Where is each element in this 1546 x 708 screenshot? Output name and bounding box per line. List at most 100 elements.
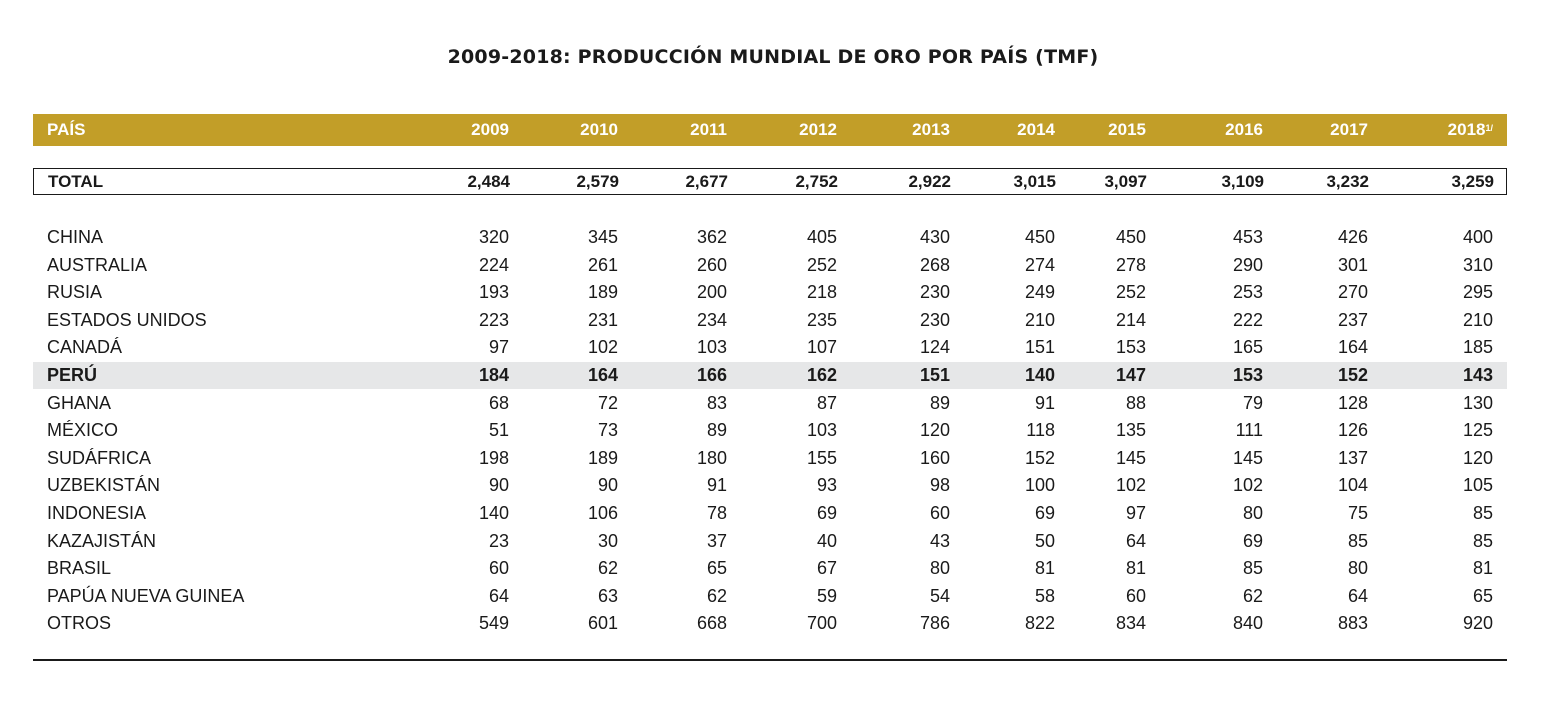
value-cell: 51 — [488, 420, 509, 441]
value-cell: 97 — [488, 337, 509, 358]
country-name: INDONESIA — [47, 503, 147, 523]
bottom-rule — [33, 659, 1507, 661]
table-row: OTROS 549 601 668 700 786 822 834 840 883 920 — [33, 610, 1507, 637]
value-cell: 30 — [597, 530, 618, 551]
value-cell: 81 — [1472, 558, 1493, 579]
value-cell: 668 — [696, 613, 727, 634]
total-value: 2,579 — [576, 172, 619, 191]
value-cell: 155 — [806, 447, 837, 468]
value-cell: 210 — [1462, 309, 1493, 330]
table-row: CANADÁ 97 102 103 107 124 151 153 165 164 185 — [33, 334, 1507, 361]
value-cell: 72 — [597, 392, 618, 413]
value-cell: 834 — [1115, 613, 1146, 634]
value-cell: 278 — [1115, 254, 1146, 275]
value-cell: 786 — [919, 613, 950, 634]
table-row: SUDÁFRICA 198 189 180 155 160 152 145 145 137 120 — [33, 445, 1507, 472]
value-cell: 83 — [706, 392, 727, 413]
table-row: ESTADOS UNIDOS 223 231 234 235 230 210 214 222 23… — [33, 307, 1507, 334]
value-cell: 68 — [488, 392, 509, 413]
value-cell: 75 — [1347, 503, 1368, 523]
value-cell: 23 — [488, 530, 509, 551]
value-cell: 40 — [816, 530, 837, 551]
country-name: ESTADOS UNIDOS — [47, 309, 207, 330]
country-name: AUSTRALIA — [47, 254, 148, 275]
total-value: 3,109 — [1221, 172, 1264, 191]
table-row: INDONESIA 140 106 78 69 60 69 97 80 75 85 — [33, 500, 1507, 527]
value-cell: 37 — [706, 530, 727, 551]
table-row: BRASIL 60 62 65 67 80 81 81 85 80 81 — [33, 555, 1507, 582]
value-cell: 78 — [706, 503, 727, 523]
value-cell: 50 — [1034, 530, 1055, 551]
table-row: PAPÚA NUEVA GUINEA 64 63 62 59 54 58 60 62 64 65 — [33, 583, 1507, 610]
value-cell: 62 — [706, 585, 727, 606]
value-cell: 91 — [1034, 392, 1055, 413]
table-header: PAÍS 2009 2010 2011 2012 2013 2014 2015 … — [33, 114, 1507, 146]
value-cell: 362 — [696, 227, 727, 247]
value-cell: 450 — [1115, 227, 1146, 247]
total-value: 3,097 — [1104, 172, 1147, 191]
header-year: 2009 — [471, 120, 509, 139]
value-cell: 224 — [478, 254, 509, 275]
value-cell: 106 — [587, 503, 618, 523]
total-row: TOTAL 2,484 2,579 2,677 2,752 2,922 3,01… — [33, 168, 1507, 195]
value-cell: 223 — [478, 309, 509, 330]
value-cell: 90 — [488, 475, 509, 496]
value-cell: 184 — [478, 365, 509, 385]
value-cell: 91 — [706, 475, 727, 496]
country-name: OTROS — [47, 613, 112, 634]
value-cell: 102 — [1115, 475, 1146, 496]
total-value: 2,677 — [685, 172, 728, 191]
value-cell: 80 — [1347, 558, 1368, 579]
value-cell: 198 — [478, 447, 509, 468]
value-cell: 920 — [1462, 613, 1493, 634]
value-cell: 230 — [919, 309, 950, 330]
value-cell: 840 — [1232, 613, 1263, 634]
value-cell: 189 — [587, 282, 618, 303]
value-cell: 166 — [696, 365, 727, 385]
value-cell: 69 — [816, 503, 837, 523]
header-year: 2014 — [1017, 120, 1055, 139]
value-cell: 164 — [1337, 337, 1368, 358]
value-cell: 145 — [1232, 447, 1263, 468]
value-cell: 295 — [1462, 282, 1493, 303]
value-cell: 85 — [1472, 530, 1493, 551]
value-cell: 64 — [1125, 530, 1146, 551]
country-name: PAPÚA NUEVA GUINEA — [47, 585, 245, 606]
table-row: KAZAJISTÁN 23 30 37 40 43 50 64 69 85 85 — [33, 528, 1507, 555]
value-cell: 69 — [1034, 503, 1055, 523]
country-name: MÉXICO — [47, 420, 119, 441]
value-cell: 301 — [1337, 254, 1368, 275]
country-name: CANADÁ — [47, 337, 123, 358]
header-year: 2011 — [690, 120, 727, 139]
value-cell: 73 — [597, 420, 618, 441]
value-cell: 450 — [1024, 227, 1055, 247]
header-year-2018: 20181/ — [1447, 120, 1493, 139]
value-cell: 193 — [478, 282, 509, 303]
value-cell: 822 — [1024, 613, 1055, 634]
table-row: CHINA 320 345 362 405 430 450 450 453 426 400 — [33, 224, 1507, 251]
value-cell: 234 — [696, 309, 727, 330]
value-cell: 153 — [1232, 365, 1263, 385]
value-cell: 104 — [1337, 475, 1368, 496]
value-cell: 93 — [816, 475, 837, 496]
value-cell: 100 — [1024, 475, 1055, 496]
country-name: SUDÁFRICA — [47, 447, 152, 468]
value-cell: 143 — [1462, 365, 1493, 385]
country-name: BRASIL — [47, 558, 112, 579]
value-cell: 102 — [587, 337, 618, 358]
value-cell: 88 — [1125, 392, 1146, 413]
value-cell: 230 — [919, 282, 950, 303]
value-cell: 151 — [919, 365, 950, 385]
value-cell: 111 — [1235, 420, 1263, 441]
value-cell: 268 — [919, 254, 950, 275]
value-cell: 185 — [1462, 337, 1493, 358]
value-cell: 120 — [1462, 447, 1493, 468]
value-cell: 140 — [1024, 365, 1055, 385]
value-cell: 125 — [1462, 420, 1493, 441]
value-cell: 79 — [1242, 392, 1263, 413]
value-cell: 235 — [806, 309, 837, 330]
value-cell: 260 — [696, 254, 727, 275]
value-cell: 189 — [587, 447, 618, 468]
value-cell: 120 — [919, 420, 950, 441]
header-year: 2017 — [1330, 120, 1368, 139]
